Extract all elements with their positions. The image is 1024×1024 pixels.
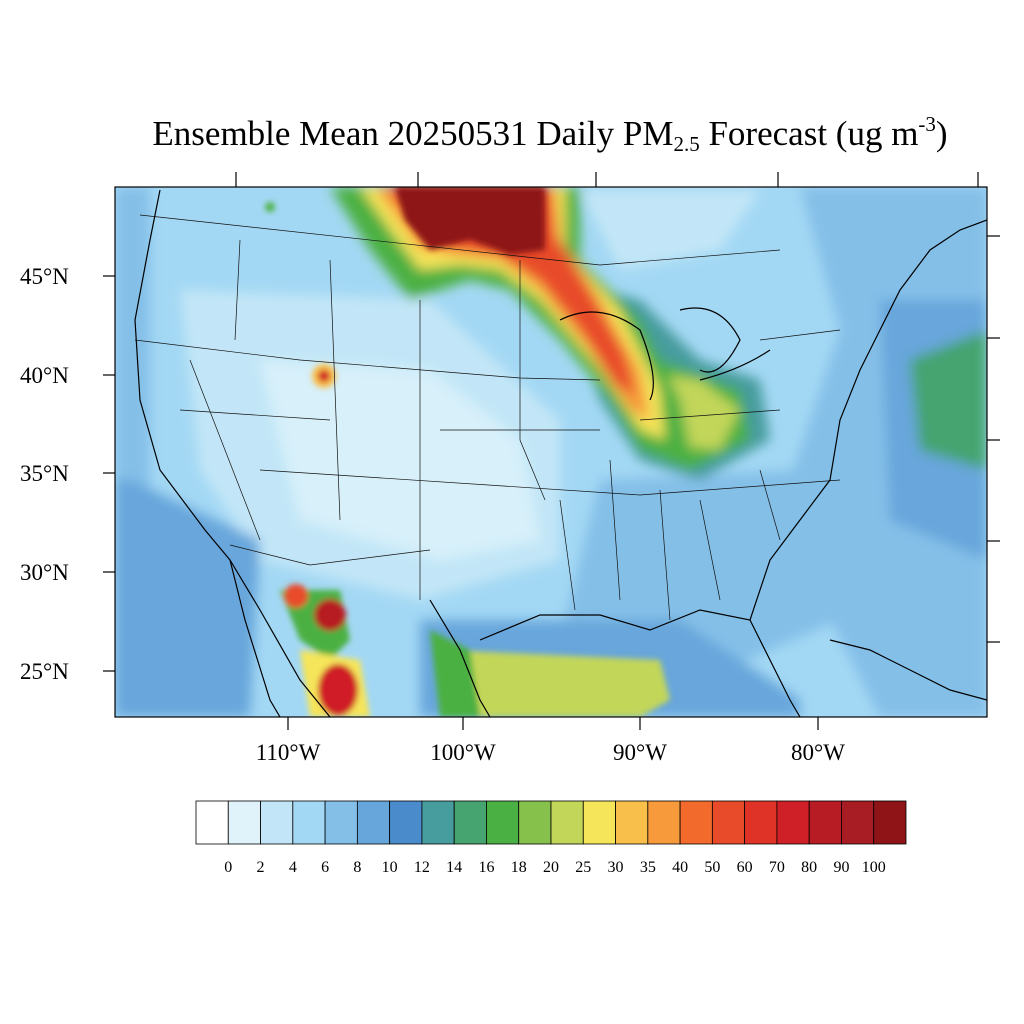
colorbar-labels: 0 2 4 6 8 10 12 14 16 18 20 25 30 35 40 50 60 70 80 90 100 xyxy=(224,859,885,876)
colorbar-label: 2 xyxy=(257,859,265,876)
lat-label: 45°N xyxy=(20,264,69,289)
colorbar-swatch xyxy=(421,800,455,845)
colorbar-swatch xyxy=(711,800,746,845)
colorbar-swatch xyxy=(356,800,391,845)
colorbar-label: 30 xyxy=(608,859,624,876)
colorbar-swatch xyxy=(841,800,875,845)
lon-label: 90°W xyxy=(613,740,667,765)
colorbar-swatch xyxy=(776,800,810,845)
colorbar-label: 25 xyxy=(575,859,591,876)
colorbar-label: 70 xyxy=(769,859,785,876)
pm25-field xyxy=(115,187,987,717)
colorbar-label: 80 xyxy=(801,859,817,876)
title-main: Ensemble Mean 20250531 Daily PM xyxy=(152,114,674,153)
lat-label: 25°N xyxy=(20,659,69,684)
colorbar-swatch xyxy=(260,800,294,845)
longitude-labels: 110°W 100°W 90°W 80°W xyxy=(256,740,846,765)
coastlines xyxy=(134,189,987,717)
lon-label: 110°W xyxy=(256,740,321,765)
colorbar-label: 4 xyxy=(289,859,297,876)
colorbar-label: 12 xyxy=(414,859,430,876)
chart-title: Ensemble Mean 20250531 Daily PM2.5 Forec… xyxy=(0,112,1024,157)
state-borders xyxy=(134,214,841,621)
colorbar-label: 90 xyxy=(833,859,849,876)
title-superscript: -3 xyxy=(918,112,936,136)
title-close: ) xyxy=(935,114,948,153)
colorbar-swatch xyxy=(453,800,487,845)
colorbar-label: 40 xyxy=(672,859,688,876)
colorbar-swatch xyxy=(227,800,261,845)
colorbar-label: 100 xyxy=(862,859,886,876)
lat-label: 30°N xyxy=(20,560,69,585)
colorbar-label: 14 xyxy=(446,859,462,876)
colorbar-swatch xyxy=(389,800,423,845)
colorbar-label: 0 xyxy=(224,859,232,876)
colorbar-swatch xyxy=(647,800,681,845)
map-frame xyxy=(114,186,988,718)
colorbar-label: 18 xyxy=(511,859,527,876)
colorbar-swatch xyxy=(679,800,713,845)
colorbar-label: 20 xyxy=(543,859,559,876)
field-layers xyxy=(115,187,987,717)
field-hotspots xyxy=(265,187,670,717)
lon-label: 100°W xyxy=(430,740,496,765)
colorbar-swatch xyxy=(550,800,584,845)
lat-label: 35°N xyxy=(20,461,69,486)
colorbar-swatch xyxy=(292,800,326,845)
title-subscript: 2.5 xyxy=(673,132,700,156)
colorbar-label: 50 xyxy=(704,859,720,876)
colorbar-label: 16 xyxy=(478,859,494,876)
colorbar-swatch xyxy=(582,800,616,845)
colorbar-swatch xyxy=(744,800,778,845)
colorbar-label: 60 xyxy=(737,859,753,876)
colorbar-label: 35 xyxy=(640,859,656,876)
colorbar-swatch xyxy=(195,800,229,845)
colorbar xyxy=(195,800,907,845)
lat-label: 40°N xyxy=(20,363,69,388)
colorbar-swatch xyxy=(808,800,842,845)
latitude-labels: 45°N 40°N 35°N 30°N 25°N xyxy=(20,264,69,684)
colorbar-label: 10 xyxy=(382,859,398,876)
lon-label: 80°W xyxy=(791,740,845,765)
title-suffix: Forecast (ug m xyxy=(699,114,919,153)
colorbar-swatch xyxy=(486,800,520,845)
colorbar-swatch xyxy=(324,800,358,845)
colorbar-label: 6 xyxy=(321,859,329,876)
colorbar-swatch xyxy=(518,800,552,845)
colorbar-label: 8 xyxy=(353,859,361,876)
colorbar-swatch xyxy=(615,800,649,845)
frame-ticks xyxy=(103,172,1000,730)
colorbar-swatch xyxy=(873,800,907,845)
